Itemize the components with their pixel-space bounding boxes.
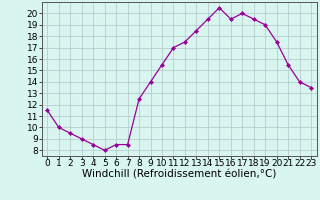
X-axis label: Windchill (Refroidissement éolien,°C): Windchill (Refroidissement éolien,°C) (82, 170, 276, 180)
